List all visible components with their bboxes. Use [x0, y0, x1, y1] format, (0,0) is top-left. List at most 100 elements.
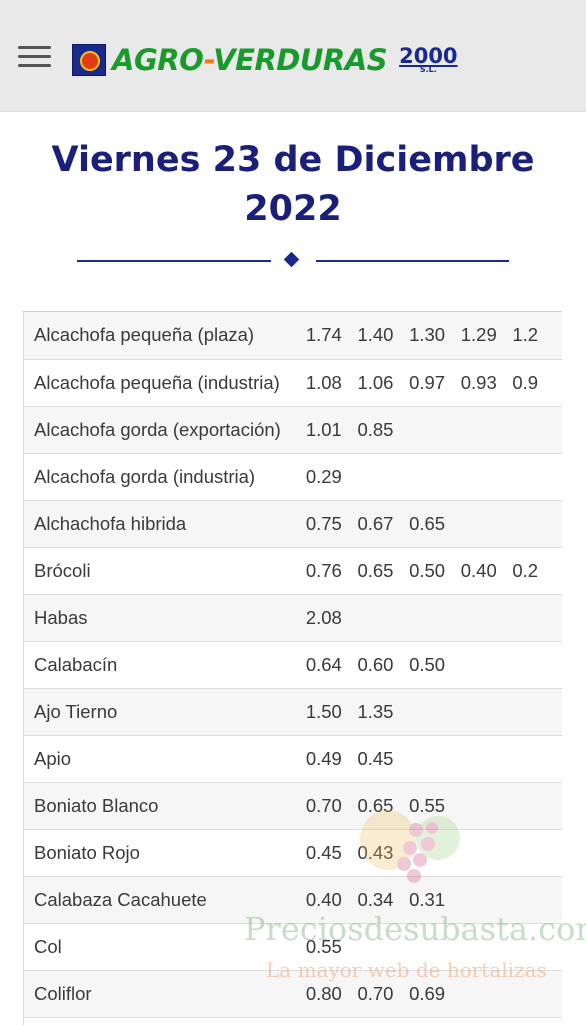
- price-cell: [409, 735, 461, 783]
- price-table-container[interactable]: Alcachofa pequeña (plaza) 1.74 1.40 1.30 1.2…: [23, 311, 562, 1025]
- table-row: Alcachofa pequeña (plaza) 1.74 1.40 1.30 1.2…: [23, 312, 562, 360]
- price-cell: 0.80: [305, 970, 358, 1018]
- divider-line-left: [77, 260, 271, 262]
- price-cell: 0.60: [357, 641, 410, 689]
- price-cell: 0.76: [305, 547, 358, 595]
- price-cell: [460, 923, 513, 971]
- price-cell: 0.93: [460, 359, 513, 407]
- price-cell: 1.2: [512, 312, 562, 360]
- price-cell: [460, 453, 513, 501]
- price-table: Alcachofa pequeña (plaza) 1.74 1.40 1.30 1.2…: [23, 312, 562, 1025]
- logo-text-agro: AGRO: [112, 43, 204, 77]
- price-cell: [512, 453, 562, 501]
- product-name-cell: Alcachofa gorda (industria): [23, 453, 306, 501]
- price-cell: [460, 735, 513, 783]
- logo-text-dash: -: [203, 43, 214, 77]
- price-cell: [460, 782, 513, 830]
- price-cell: [409, 923, 461, 971]
- table-row: Boniato Rojo 0.45 0.43: [23, 829, 562, 877]
- table-row: Calabacín 0.64 0.60 0.50: [23, 641, 562, 689]
- price-cell: 0.65: [409, 500, 461, 548]
- price-cell: 0.40: [305, 876, 358, 924]
- price-cell: [357, 1017, 410, 1025]
- table-row: Alcachofa pequeña (industria) 1.08 1.06 0.9…: [23, 359, 562, 407]
- price-cell: 0.50: [409, 547, 461, 595]
- table-row: [23, 1017, 562, 1025]
- price-cell: [409, 453, 461, 501]
- logo-suffix: S.L.: [419, 65, 437, 74]
- price-cell: 0.34: [357, 876, 410, 924]
- price-cell: 1.29: [460, 312, 513, 360]
- table-row: Ajo Tierno 1.50 1.35: [23, 688, 562, 736]
- table-row: Apio 0.49 0.45: [23, 735, 562, 783]
- price-cell: 0.67: [357, 500, 410, 548]
- price-cell: 0.55: [409, 782, 461, 830]
- hamburger-menu-icon[interactable]: [18, 46, 51, 70]
- site-logo[interactable]: AGRO-VERDURAS 2000 S.L.: [72, 42, 458, 78]
- price-cell: [409, 1017, 461, 1025]
- logo-emblem-icon: [72, 44, 106, 76]
- price-cell: [512, 641, 562, 689]
- price-cell: [409, 829, 461, 877]
- table-row: Boniato Blanco 0.70 0.65 0.55: [23, 782, 562, 830]
- price-cell: 0.50: [409, 641, 461, 689]
- product-name-cell: Brócoli: [23, 547, 306, 595]
- price-cell: 0.49: [305, 735, 358, 783]
- price-cell: [460, 1017, 513, 1025]
- price-cell: 0.43: [357, 829, 410, 877]
- logo-wordmark: AGRO-VERDURAS: [112, 42, 388, 78]
- price-cell: 0.69: [409, 970, 461, 1018]
- price-cell: [409, 406, 461, 454]
- price-cell: [512, 1017, 562, 1025]
- logo-year: 2000: [399, 44, 458, 68]
- price-cell: 0.65: [357, 547, 410, 595]
- divider-line-right: [316, 260, 509, 262]
- page-title-year: 2022: [244, 189, 342, 229]
- table-row: Coliflor 0.80 0.70 0.69: [23, 970, 562, 1018]
- price-cell: [460, 876, 513, 924]
- product-name-cell: Ajo Tierno: [23, 688, 306, 736]
- price-cell: [409, 594, 461, 642]
- price-cell: [460, 641, 513, 689]
- price-cell: 0.2: [512, 547, 562, 595]
- price-cell: 0.40: [460, 547, 513, 595]
- price-cell: [357, 923, 410, 971]
- price-cell: 1.40: [357, 312, 410, 360]
- price-cell: [460, 406, 513, 454]
- product-name-cell: Habas: [23, 594, 306, 642]
- price-cell: [357, 453, 410, 501]
- price-cell: 0.70: [357, 970, 410, 1018]
- price-cell: 1.35: [357, 688, 410, 736]
- product-name-cell: Calabacín: [23, 641, 306, 689]
- price-cell: 1.08: [305, 359, 358, 407]
- price-cell: 1.30: [409, 312, 461, 360]
- product-name-cell: Calabaza Cacahuete: [23, 876, 306, 924]
- price-cell: 0.65: [357, 782, 410, 830]
- product-name-cell: Boniato Blanco: [23, 782, 306, 830]
- product-name-cell: Alcachofa gorda (exportación): [23, 406, 306, 454]
- table-row: Habas 2.08: [23, 594, 562, 642]
- diamond-icon: [283, 251, 300, 268]
- price-cell: [460, 829, 513, 877]
- product-name-cell: Col: [23, 923, 306, 971]
- price-cell: 0.29: [305, 453, 358, 501]
- price-cell: [512, 688, 562, 736]
- price-cell: [512, 500, 562, 548]
- product-name-cell: Alcachofa pequeña (plaza): [23, 312, 306, 360]
- title-divider: [0, 251, 586, 269]
- product-name-cell: Alcachofa pequeña (industria): [23, 359, 306, 407]
- price-cell: [409, 688, 461, 736]
- table-row: Alcachofa gorda (exportación) 1.01 0.85: [23, 406, 562, 454]
- table-row: Alchachofa hibrida 0.75 0.67 0.65: [23, 500, 562, 548]
- price-cell: [512, 923, 562, 971]
- product-name-cell: Alchachofa hibrida: [23, 500, 306, 548]
- page-title: Viernes 23 de Diciembre 2022: [0, 136, 586, 234]
- price-cell: [357, 594, 410, 642]
- price-cell: 1.74: [305, 312, 358, 360]
- table-row: Alcachofa gorda (industria) 0.29: [23, 453, 562, 501]
- price-cell: 0.85: [357, 406, 410, 454]
- price-cell: 0.45: [305, 829, 358, 877]
- price-cell: 0.55: [305, 923, 358, 971]
- price-cell: 1.50: [305, 688, 358, 736]
- logo-text-verduras: VERDURAS: [213, 43, 388, 77]
